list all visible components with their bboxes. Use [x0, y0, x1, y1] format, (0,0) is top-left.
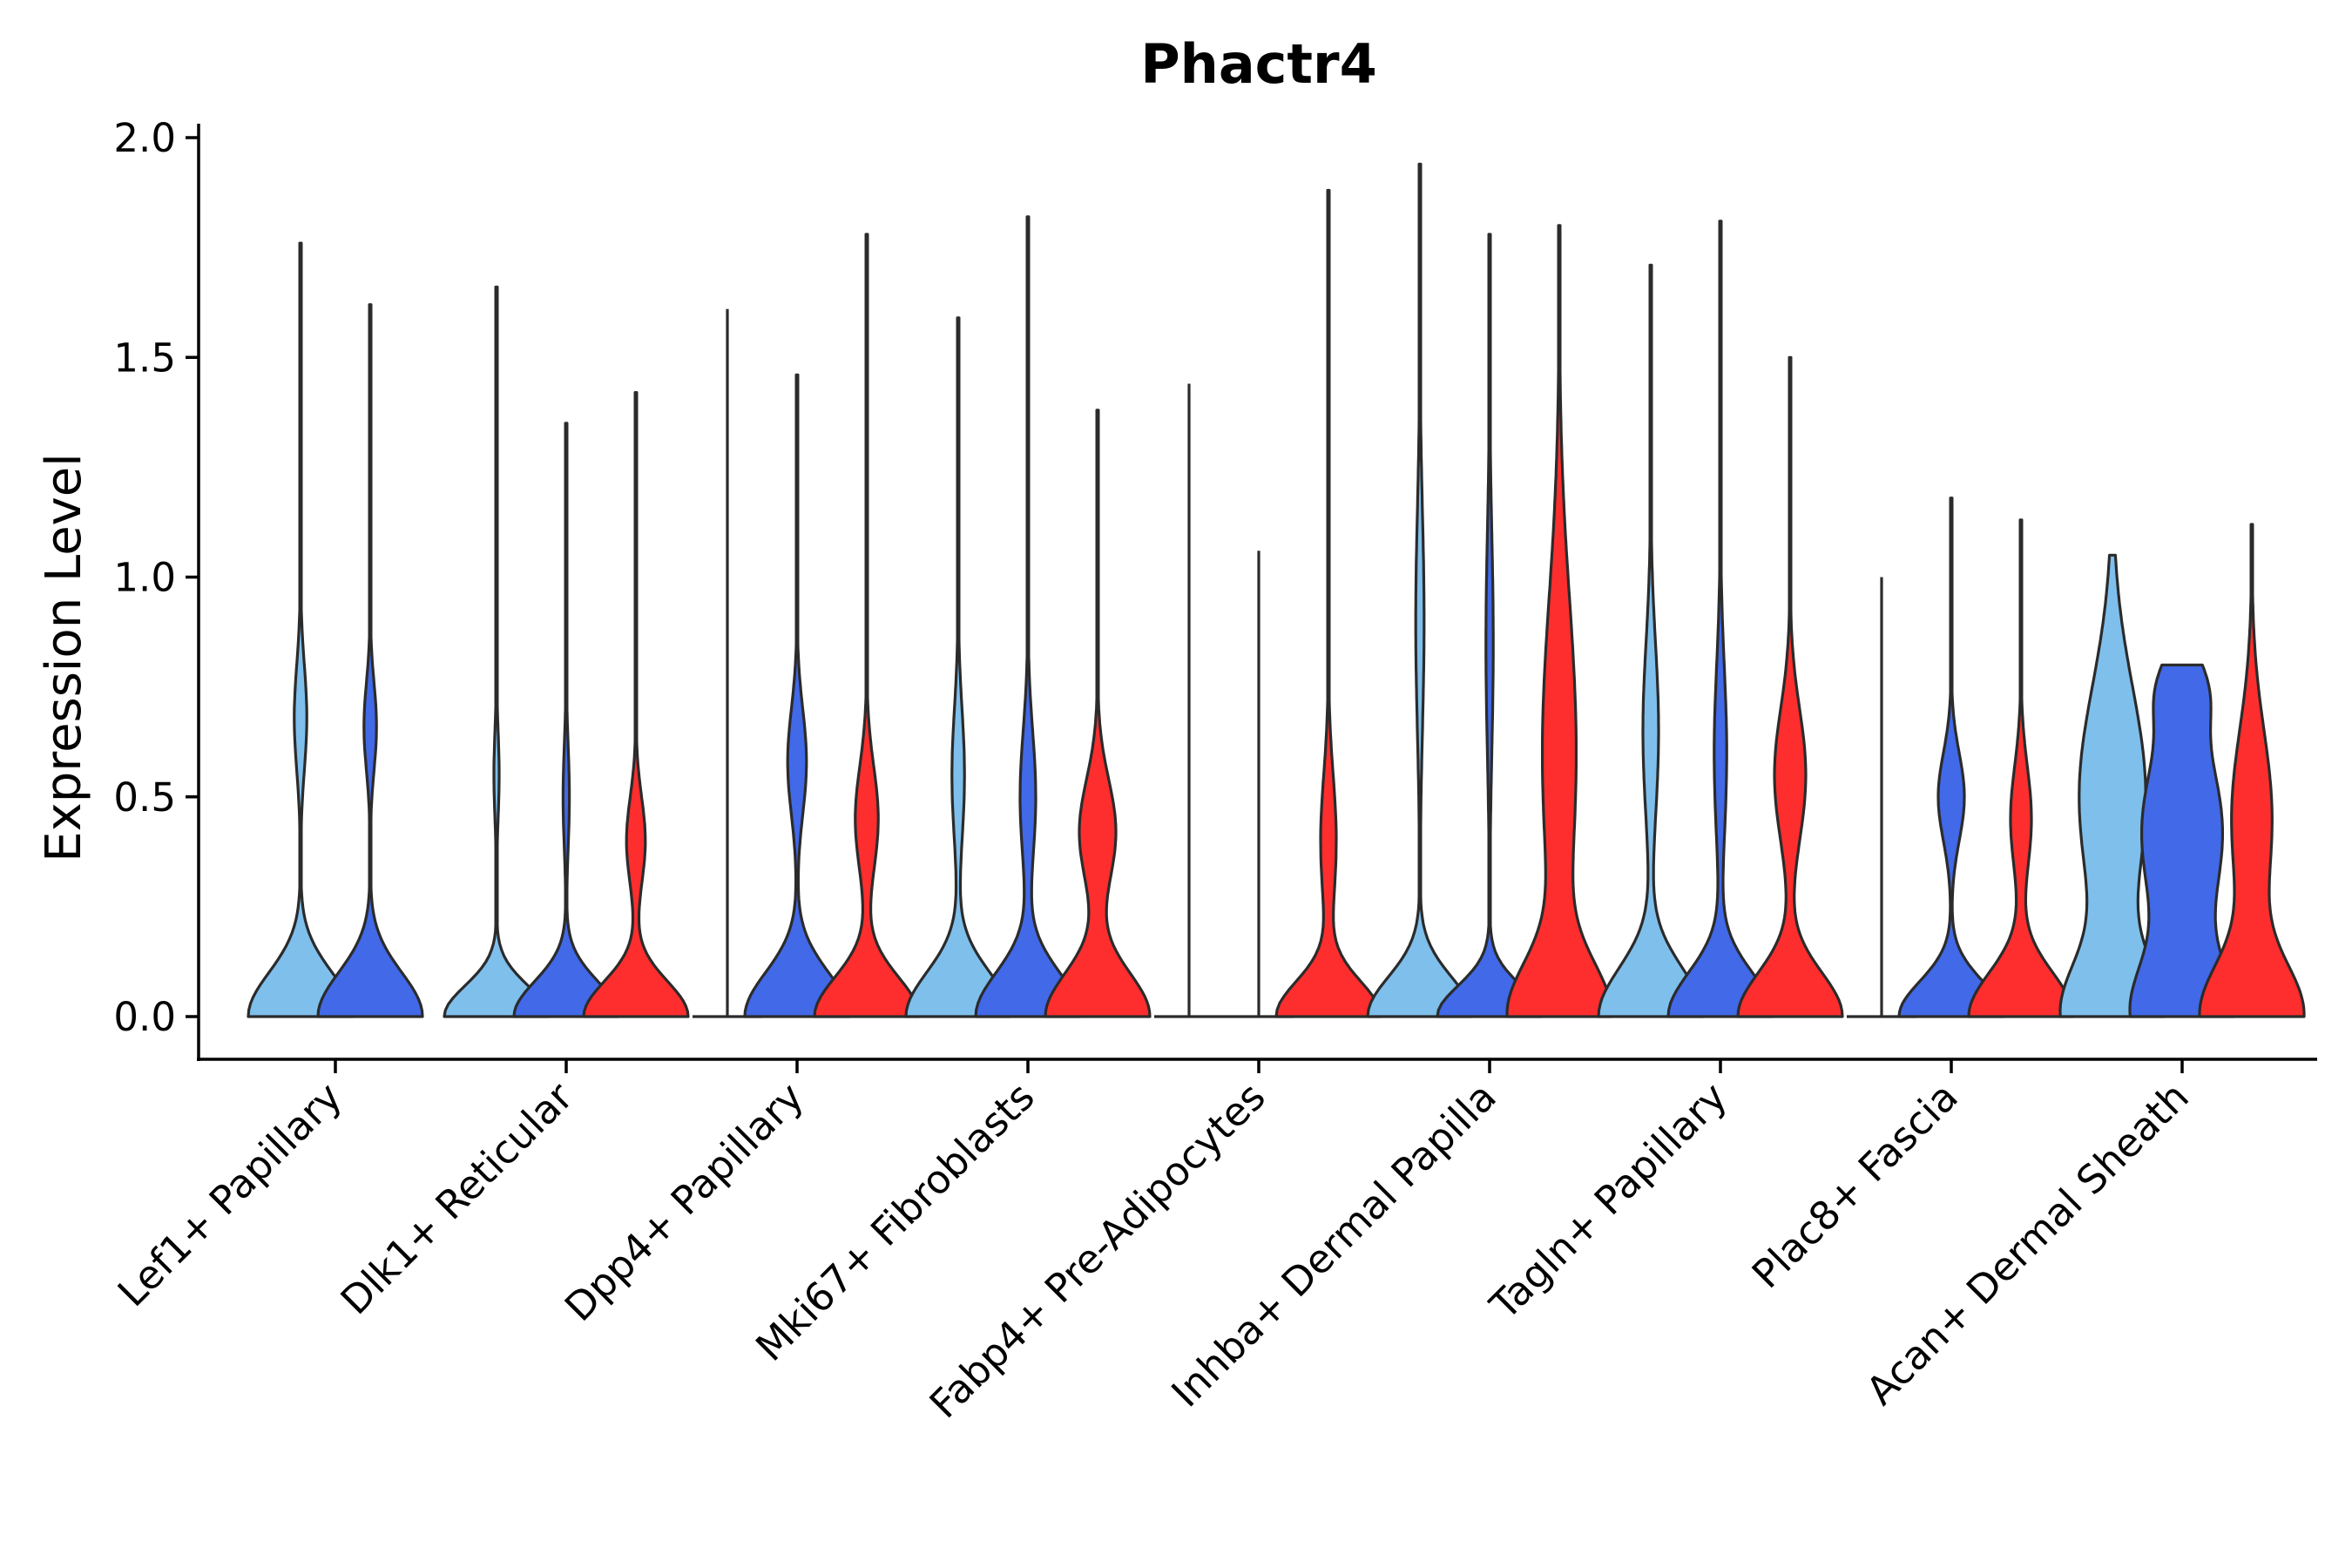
x-tick-label: Plac8+ Fascia [1743, 1073, 1967, 1297]
violin-1-1 [512, 422, 620, 1018]
violin-5-1 [1436, 233, 1544, 1018]
violin-5-0 [1366, 162, 1474, 1018]
violin-6-0 [1597, 263, 1705, 1018]
violin-8-1 [2128, 663, 2236, 1018]
violin-4-1 [1224, 551, 1294, 1018]
violin-1-0 [443, 285, 551, 1018]
violin-4-0 [1154, 383, 1224, 1018]
violin-layer [247, 162, 2306, 1018]
x-tick-label: Dpp4+ Papillary [556, 1073, 813, 1330]
violin-3-2 [1044, 409, 1152, 1018]
violin-2-1 [743, 373, 851, 1018]
y-axis-ticks: 0.0 0.5 1.0 1.5 2.0 [113, 115, 199, 1040]
violin-4-2 [1274, 188, 1382, 1018]
violin-7-1 [1897, 497, 2005, 1018]
y-tick-label: 0.5 [113, 774, 176, 821]
violin-0-0 [247, 241, 355, 1018]
violin-2-0 [693, 308, 762, 1018]
violin-3-0 [904, 316, 1012, 1018]
x-tick-label: Dlk1+ Reticular [332, 1073, 582, 1323]
violin-1-2 [582, 391, 690, 1018]
y-tick-label: 2.0 [113, 115, 176, 161]
violin-2-2 [813, 233, 921, 1018]
violin-7-0 [1847, 577, 1916, 1018]
chart-title: Phactr4 [1140, 32, 1377, 96]
violin-6-1 [1666, 220, 1774, 1018]
y-tick-label: 0.0 [113, 994, 176, 1040]
violin-3-1 [974, 215, 1082, 1018]
violin-0-1 [316, 303, 424, 1018]
y-axis-label: Expression Level [36, 453, 92, 862]
violin-5-2 [1505, 224, 1613, 1018]
x-tick-label: Tagln+ Papillary [1481, 1073, 1736, 1328]
violin-7-2 [1967, 518, 2075, 1018]
violin-8-2 [2198, 523, 2306, 1018]
violin-6-2 [1736, 355, 1844, 1018]
y-tick-label: 1.0 [113, 555, 176, 601]
x-tick-label: Lef1+ Papillary [109, 1073, 351, 1315]
violin-8-0 [2058, 553, 2166, 1018]
y-tick-label: 1.5 [113, 335, 176, 381]
